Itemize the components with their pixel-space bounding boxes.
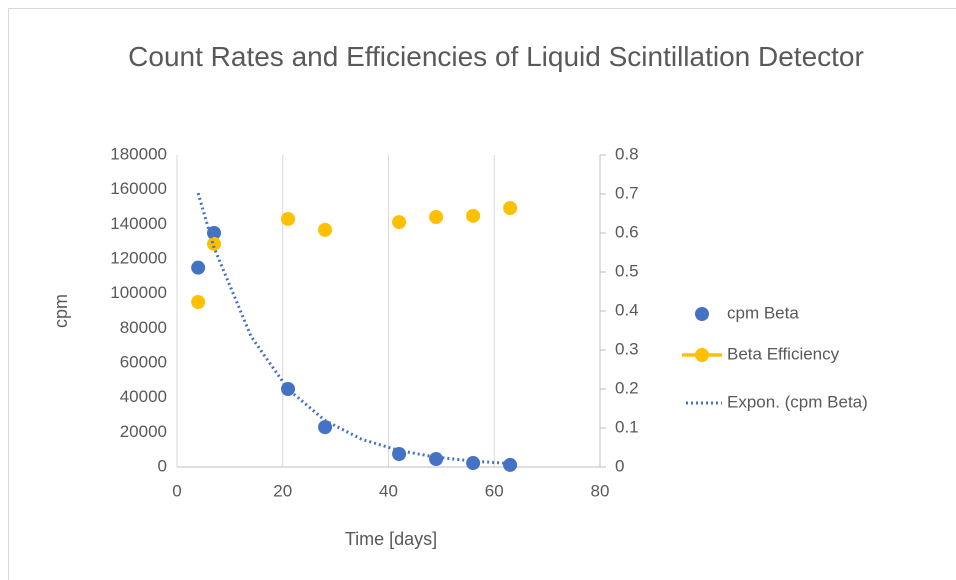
point (281, 211, 296, 226)
y-tick-label: 20000 (120, 422, 167, 441)
point (429, 452, 444, 467)
x-tick-label: 20 (273, 481, 292, 500)
point (392, 215, 407, 230)
point (503, 457, 518, 472)
y2-tick-label: 0.8 (615, 144, 639, 163)
chart-title: Count Rates and Efficiencies of Liquid S… (128, 41, 864, 72)
point (191, 295, 206, 310)
y-tick-label: 40000 (120, 387, 167, 406)
trendline (196, 192, 511, 466)
y-tick-label: 140000 (110, 214, 167, 233)
y2-tick-label: 0.3 (615, 339, 639, 358)
x-tick-label: 80 (591, 481, 610, 500)
y-tick-label: 180000 (110, 144, 167, 163)
y2-tick-label: 0.1 (615, 417, 639, 436)
x-axis-label: Time [days] (345, 529, 437, 549)
y2-tick-label: 0.7 (615, 183, 639, 202)
y-tick-label: 120000 (110, 248, 167, 267)
legend-marker (695, 348, 709, 362)
y-tick-label: 160000 (110, 179, 167, 198)
legend-label: Beta Efficiency (727, 344, 840, 363)
legend-label: cpm Beta (727, 303, 799, 322)
point (207, 236, 222, 251)
y2-tick-label: 0.6 (615, 222, 639, 241)
y2-tick-label: 0.2 (615, 378, 639, 397)
point (318, 222, 333, 237)
y2-tick-label: 0.4 (615, 300, 639, 319)
point (466, 456, 481, 471)
y2-tick-label: 0.5 (615, 261, 639, 280)
legend-marker (695, 307, 709, 321)
point (503, 201, 518, 216)
x-tick-label: 60 (485, 481, 504, 500)
point (191, 260, 206, 275)
point (281, 382, 296, 396)
legend-label: Expon. (cpm Beta) (727, 392, 868, 411)
chart-frame (8, 8, 956, 580)
x-tick-label: 40 (379, 481, 398, 500)
y-tick-label: 80000 (120, 318, 167, 337)
point (466, 208, 481, 223)
y-tick-label: 60000 (120, 352, 167, 371)
point (429, 210, 444, 225)
point (392, 447, 407, 461)
x-tick-label: 0 (172, 481, 181, 500)
y2-tick-label: 0 (615, 456, 624, 475)
y-tick-label: 100000 (110, 283, 167, 302)
y-tick-label: 0 (158, 456, 167, 475)
y-axis-label: cpm (51, 294, 71, 328)
